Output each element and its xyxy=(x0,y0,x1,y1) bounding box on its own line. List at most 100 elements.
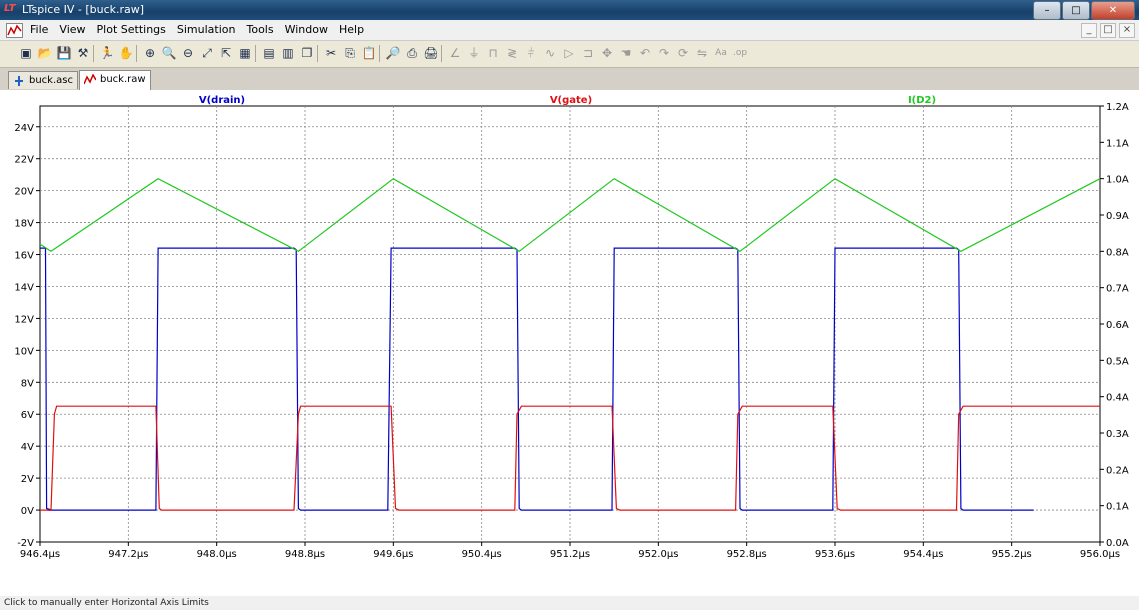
y-left-tick-label: 22V xyxy=(14,155,34,166)
y-left-tick-label: 4V xyxy=(21,442,34,453)
x-tick-label: 955.2µs xyxy=(992,549,1032,560)
text-icon[interactable]: Aa xyxy=(715,48,727,58)
close-button[interactable]: ✕ xyxy=(1091,1,1135,20)
schematic-icon xyxy=(15,76,23,86)
x-tick-label: 948.0µs xyxy=(197,549,237,560)
maximize-button[interactable]: □ xyxy=(1062,1,1090,20)
y-right-tick-label: 0.8A xyxy=(1106,247,1129,258)
x-tick-label: 947.2µs xyxy=(108,549,148,560)
inductor-icon[interactable]: ∿ xyxy=(544,46,556,60)
y-right-tick-label: 0.0A xyxy=(1106,538,1129,549)
y-left-tick-label: -2V xyxy=(17,538,34,549)
y-left-tick-label: 20V xyxy=(14,187,34,198)
x-tick-label: 952.8µs xyxy=(727,549,767,560)
undo-icon[interactable]: ↶ xyxy=(639,46,651,60)
menu-bar: File View Plot Settings Simulation Tools Wind… xyxy=(0,20,1139,41)
waveform-viewer[interactable]: 946.4µs 947.2µs 948.0µs 948.8µs 949.6µs 950.4… xyxy=(0,90,1139,596)
zoom-out-icon[interactable]: ⊖ xyxy=(182,46,194,60)
rotate-icon[interactable]: ⟳ xyxy=(677,46,689,60)
tile-horizontal-icon[interactable]: ▥ xyxy=(282,46,294,60)
move-icon[interactable]: ✥ xyxy=(601,46,613,60)
menu-plot-settings[interactable]: Plot Settings xyxy=(96,23,166,36)
mdi-close-button[interactable]: × xyxy=(1119,23,1135,38)
menu-simulation[interactable]: Simulation xyxy=(176,23,236,36)
y-left-tick-label: 12V xyxy=(14,314,34,325)
cut-icon[interactable]: ✂ xyxy=(325,46,337,60)
waveform-app-icon[interactable] xyxy=(6,23,23,38)
ltspice-logo-icon: LT xyxy=(4,3,16,14)
autorange-icon[interactable]: ⇱ xyxy=(220,46,232,60)
menu-file[interactable]: File xyxy=(30,23,49,36)
menu-view[interactable]: View xyxy=(59,23,86,36)
series-line-vgate xyxy=(40,405,1100,511)
mdi-controls: _ □ × xyxy=(1081,23,1135,38)
open-icon[interactable]: 📂 xyxy=(37,46,53,60)
x-tick-label: 946.4µs xyxy=(20,549,60,560)
y-right-tick-label: 0.6A xyxy=(1106,320,1129,331)
component-icon[interactable]: ⊐ xyxy=(582,46,594,60)
y-right-tick-label: 1.2A xyxy=(1106,102,1129,113)
menu-window[interactable]: Window xyxy=(284,23,328,36)
minimize-button[interactable]: – xyxy=(1033,1,1061,20)
x-tick-label: 952.0µs xyxy=(638,549,678,560)
y-right-tick-label: 1.0A xyxy=(1106,175,1129,186)
title-bar: LT LTspice IV - [buck.raw] – □ ✕ xyxy=(0,0,1139,20)
y-left-tick-label: 8V xyxy=(21,378,34,389)
redo-icon[interactable]: ↷ xyxy=(658,46,670,60)
cascade-icon[interactable]: ❐ xyxy=(301,46,313,60)
wire-icon[interactable]: ∠ xyxy=(449,46,461,60)
toolbar-separator xyxy=(136,45,137,62)
x-tick-label: 956.0µs xyxy=(1080,549,1120,560)
series-label: V(drain) xyxy=(199,95,245,106)
zoom-box-icon[interactable]: 🔍 xyxy=(161,46,177,60)
menu-tools[interactable]: Tools xyxy=(246,23,274,36)
y-left-tick-label: 2V xyxy=(21,474,34,485)
grid-icon[interactable]: ▦ xyxy=(239,46,251,60)
series-line-id2 xyxy=(39,177,1101,253)
zoom-fit-icon[interactable]: ⤢ xyxy=(202,46,212,60)
tab-buck-asc[interactable]: buck.asc xyxy=(8,71,78,89)
window-controls: – □ ✕ xyxy=(1033,1,1135,20)
run-icon[interactable]: 🏃 xyxy=(99,46,115,60)
y-left-tick-label: 18V xyxy=(14,219,34,230)
x-tick-label: 954.4µs xyxy=(903,549,943,560)
ground-icon[interactable]: ⏚ xyxy=(467,46,480,60)
save-icon[interactable]: 💾 xyxy=(56,46,72,60)
mdi-restore-button[interactable]: □ xyxy=(1100,23,1116,38)
resistor-icon[interactable]: ≷ xyxy=(506,46,518,60)
drag-icon[interactable]: ☚ xyxy=(620,46,632,60)
y-left-tick-label: 14V xyxy=(14,282,34,293)
document-tabs: buck.asc buck.raw xyxy=(0,68,1139,90)
waveform-plot[interactable]: 946.4µs 947.2µs 948.0µs 948.8µs 949.6µs 950.4… xyxy=(0,90,1139,596)
tab-buck-raw[interactable]: buck.raw xyxy=(79,70,151,90)
menu-help[interactable]: Help xyxy=(338,23,365,36)
paste-icon[interactable]: 📋 xyxy=(361,46,377,60)
y-right-tick-label: 0.2A xyxy=(1106,465,1129,476)
toolbar-separator xyxy=(93,45,94,62)
label-icon[interactable]: ⊓ xyxy=(488,46,498,60)
x-tick-label: 953.6µs xyxy=(815,549,855,560)
y-left-tick-label: 6V xyxy=(21,410,34,421)
find-icon[interactable]: 🔎 xyxy=(385,46,401,60)
status-bar: Click to manually enter Horizontal Axis … xyxy=(0,596,1139,610)
zoom-in-icon[interactable]: ⊕ xyxy=(144,46,156,60)
copy-icon[interactable]: ⎘ xyxy=(345,46,355,60)
control-panel-icon[interactable]: ⚒ xyxy=(77,46,89,60)
y-left-tick-label: 10V xyxy=(14,346,34,357)
y-right-tick-label: 0.3A xyxy=(1106,429,1129,440)
y-right-tick-label: 0.7A xyxy=(1106,284,1129,295)
diode-icon[interactable]: ▷ xyxy=(564,46,574,60)
y-left-tick-label: 16V xyxy=(14,251,34,262)
waveform-icon xyxy=(84,74,96,85)
tile-vertical-icon[interactable]: ▤ xyxy=(263,46,275,60)
print-preview-icon[interactable]: 🖨 xyxy=(423,46,439,60)
capacitor-icon[interactable]: ⫩ xyxy=(527,46,535,60)
new-schematic-icon[interactable]: ▣ xyxy=(20,46,32,60)
print-icon[interactable]: ⎙ xyxy=(407,46,417,60)
y-right-tick-label: 0.4A xyxy=(1106,393,1129,404)
mdi-minimize-button[interactable]: _ xyxy=(1081,23,1097,38)
y-right-tick-label: 0.1A xyxy=(1106,502,1129,513)
spice-directive-icon[interactable]: .op xyxy=(732,48,748,58)
mirror-icon[interactable]: ⇋ xyxy=(696,46,708,60)
halt-icon[interactable]: ✋ xyxy=(118,46,134,60)
